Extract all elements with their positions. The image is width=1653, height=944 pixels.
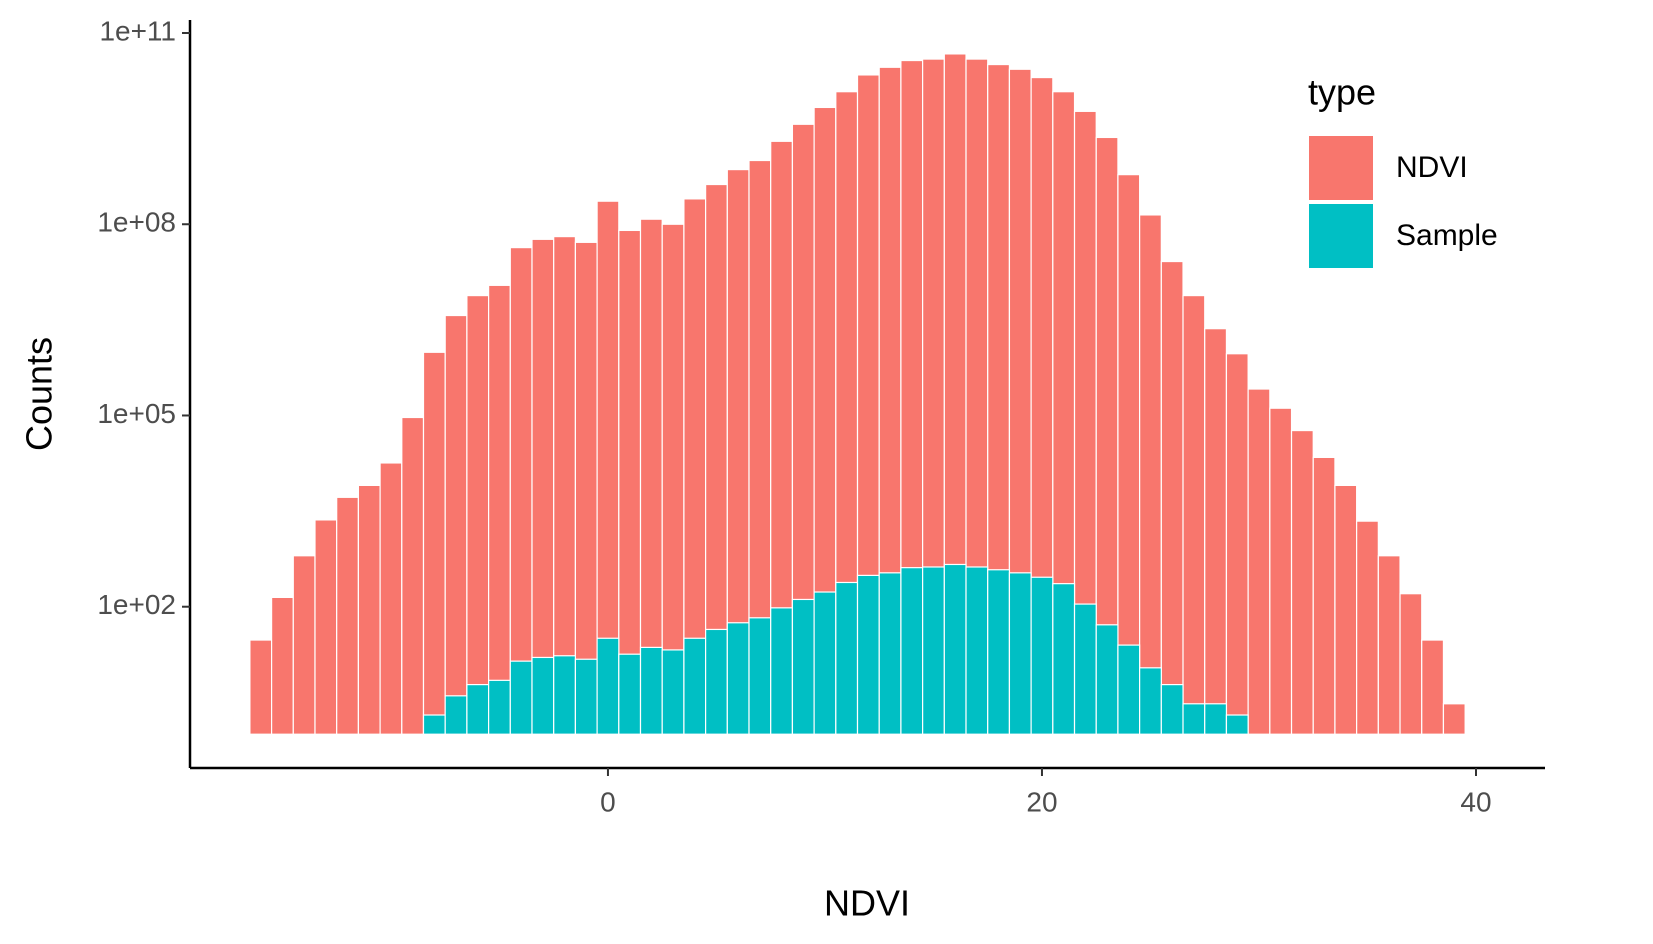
bar bbox=[401, 416, 425, 735]
bar bbox=[1160, 260, 1184, 735]
bar bbox=[1247, 388, 1271, 735]
bar bbox=[987, 569, 1011, 735]
bar bbox=[1008, 572, 1032, 735]
bar bbox=[422, 714, 446, 735]
bar bbox=[683, 637, 707, 735]
bar bbox=[488, 679, 511, 735]
bar bbox=[444, 314, 468, 735]
bar bbox=[1442, 703, 1466, 735]
bar bbox=[1160, 684, 1184, 735]
bar bbox=[488, 284, 511, 735]
bar bbox=[336, 496, 359, 735]
bar bbox=[1117, 644, 1141, 735]
x-tick-label: 20 bbox=[1026, 786, 1057, 817]
bar bbox=[422, 351, 446, 735]
bar bbox=[661, 649, 685, 735]
bar bbox=[509, 660, 533, 735]
bar bbox=[596, 637, 620, 735]
bar bbox=[1139, 214, 1162, 735]
bar bbox=[1290, 429, 1314, 735]
bar bbox=[791, 598, 815, 735]
bar bbox=[1334, 484, 1358, 735]
bar bbox=[1204, 328, 1228, 735]
bar bbox=[878, 572, 902, 735]
y-tick-label: 1e+02 bbox=[97, 589, 176, 620]
bar bbox=[813, 591, 837, 735]
y-tick-label: 1e+08 bbox=[97, 207, 176, 238]
bar bbox=[1182, 703, 1206, 735]
bar bbox=[1312, 456, 1336, 735]
bar bbox=[444, 695, 468, 735]
bar bbox=[965, 566, 989, 735]
bar bbox=[531, 656, 555, 735]
x-tick-label: 40 bbox=[1460, 786, 1491, 817]
legend-key bbox=[1307, 202, 1375, 270]
y-tick-label: 1e+11 bbox=[99, 15, 176, 46]
bar bbox=[726, 622, 750, 735]
bar bbox=[270, 596, 294, 735]
bar bbox=[856, 574, 880, 735]
bar bbox=[1030, 576, 1054, 735]
y-tick-label: 1e+05 bbox=[97, 398, 176, 429]
bar bbox=[1421, 639, 1445, 735]
bar bbox=[1377, 555, 1401, 735]
bar bbox=[1073, 603, 1097, 735]
x-tick-label: 0 bbox=[600, 786, 616, 817]
bar bbox=[379, 462, 403, 735]
bar bbox=[1225, 714, 1249, 735]
bar bbox=[1225, 353, 1249, 735]
bar bbox=[249, 639, 273, 735]
bar bbox=[770, 607, 794, 735]
bar bbox=[1399, 593, 1423, 735]
bar bbox=[922, 566, 945, 735]
bar bbox=[943, 563, 967, 735]
bar bbox=[1139, 667, 1162, 735]
bar bbox=[1269, 407, 1293, 735]
bar bbox=[900, 567, 924, 735]
bar bbox=[574, 658, 598, 735]
bar bbox=[639, 646, 663, 735]
bar bbox=[618, 653, 642, 735]
legend-label: NDVI bbox=[1396, 151, 1468, 184]
bar bbox=[314, 519, 338, 735]
bar bbox=[466, 684, 490, 735]
bar bbox=[466, 294, 490, 735]
bar bbox=[1356, 520, 1379, 735]
x-axis-title: NDVI bbox=[824, 883, 910, 924]
bar bbox=[748, 617, 772, 735]
bar bbox=[1204, 703, 1228, 735]
legend-title: type bbox=[1308, 72, 1376, 113]
y-axis-title: Counts bbox=[19, 337, 60, 451]
bar bbox=[357, 484, 381, 735]
legend-label: Sample bbox=[1396, 219, 1498, 252]
bar bbox=[292, 555, 316, 735]
bar bbox=[1052, 583, 1076, 735]
legend-key bbox=[1307, 134, 1375, 202]
bar bbox=[1095, 624, 1119, 735]
bar bbox=[1182, 294, 1206, 735]
bar bbox=[835, 581, 859, 735]
bar bbox=[553, 655, 577, 735]
bar bbox=[705, 628, 728, 735]
